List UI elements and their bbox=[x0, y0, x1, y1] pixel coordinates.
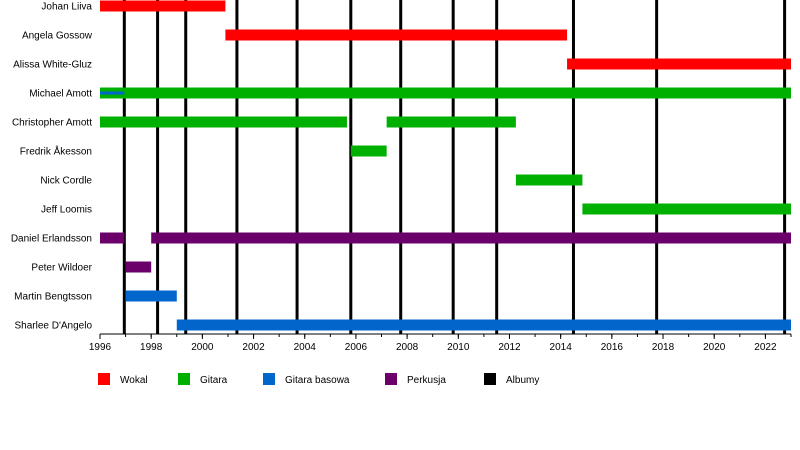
x-tick-label: 2000 bbox=[191, 342, 214, 353]
member-bar bbox=[100, 87, 791, 99]
x-tick-label: 1996 bbox=[89, 342, 112, 353]
member-label: Nick Cordle bbox=[40, 176, 92, 187]
x-tick-label: 2014 bbox=[550, 342, 573, 353]
member-bar bbox=[151, 232, 791, 244]
member-label: Alissa White-Gluz bbox=[13, 60, 92, 71]
member-bar bbox=[515, 174, 583, 186]
legend-swatch bbox=[98, 373, 110, 385]
member-label: Martin Bengtsson bbox=[14, 292, 92, 303]
x-tick-label: 2016 bbox=[601, 342, 624, 353]
member-label: Christopher Amott bbox=[12, 118, 92, 129]
member-bar bbox=[125, 290, 177, 302]
x-tick-label: 2020 bbox=[703, 342, 726, 353]
legend-swatch bbox=[178, 373, 190, 385]
x-tick-label: 2008 bbox=[396, 342, 419, 353]
member-label: Jeff Loomis bbox=[41, 205, 92, 216]
x-tick-label: 1998 bbox=[140, 342, 163, 353]
legend-swatch bbox=[385, 373, 397, 385]
member-label: Michael Amott bbox=[29, 89, 92, 100]
member-bar bbox=[225, 29, 568, 41]
member-label: Sharlee D'Angelo bbox=[14, 321, 92, 332]
member-label: Daniel Erlandsson bbox=[11, 234, 92, 245]
x-tick-label: 2010 bbox=[447, 342, 470, 353]
member-labels: Johan Liiva Angela Gossow Alissa White-Glu… bbox=[11, 2, 93, 332]
legend-label: Albumy bbox=[506, 375, 539, 386]
member-bars bbox=[100, 0, 791, 331]
member-bar bbox=[100, 91, 125, 95]
member-label: Peter Wildoer bbox=[31, 263, 92, 274]
member-bar bbox=[567, 58, 791, 70]
x-tick-label: 2022 bbox=[754, 342, 777, 353]
legend-swatch bbox=[484, 373, 496, 385]
member-label: Fredrik Åkesson bbox=[20, 145, 92, 158]
member-bar bbox=[582, 203, 791, 215]
album-lines bbox=[122, 0, 787, 334]
x-tick-label: 2012 bbox=[498, 342, 521, 353]
x-tick-label: 2002 bbox=[242, 342, 265, 353]
legend-label: Gitara bbox=[200, 375, 228, 386]
legend-label: Perkusja bbox=[407, 375, 446, 386]
member-bar bbox=[176, 319, 791, 331]
member-bar bbox=[386, 116, 516, 128]
legend-swatch bbox=[263, 373, 275, 385]
x-axis: 1996 1998 2000 2002 2004 2006 2008 2010 2012 2014… bbox=[89, 333, 792, 353]
legend-label: Gitara basowa bbox=[285, 375, 350, 386]
member-bar bbox=[100, 0, 226, 12]
member-label: Johan Liiva bbox=[41, 2, 92, 13]
x-tick-label: 2018 bbox=[652, 342, 675, 353]
member-bar bbox=[125, 261, 152, 273]
member-bar bbox=[100, 116, 347, 128]
legend-label: Wokal bbox=[120, 375, 148, 386]
x-tick-label: 2004 bbox=[294, 342, 317, 353]
legend: Wokal Gitara Gitara basowa Perkusja Albumy bbox=[98, 373, 539, 386]
member-bar bbox=[350, 145, 387, 157]
x-tick-label: 2006 bbox=[345, 342, 368, 353]
member-label: Angela Gossow bbox=[22, 31, 93, 42]
member-bar bbox=[100, 232, 125, 244]
